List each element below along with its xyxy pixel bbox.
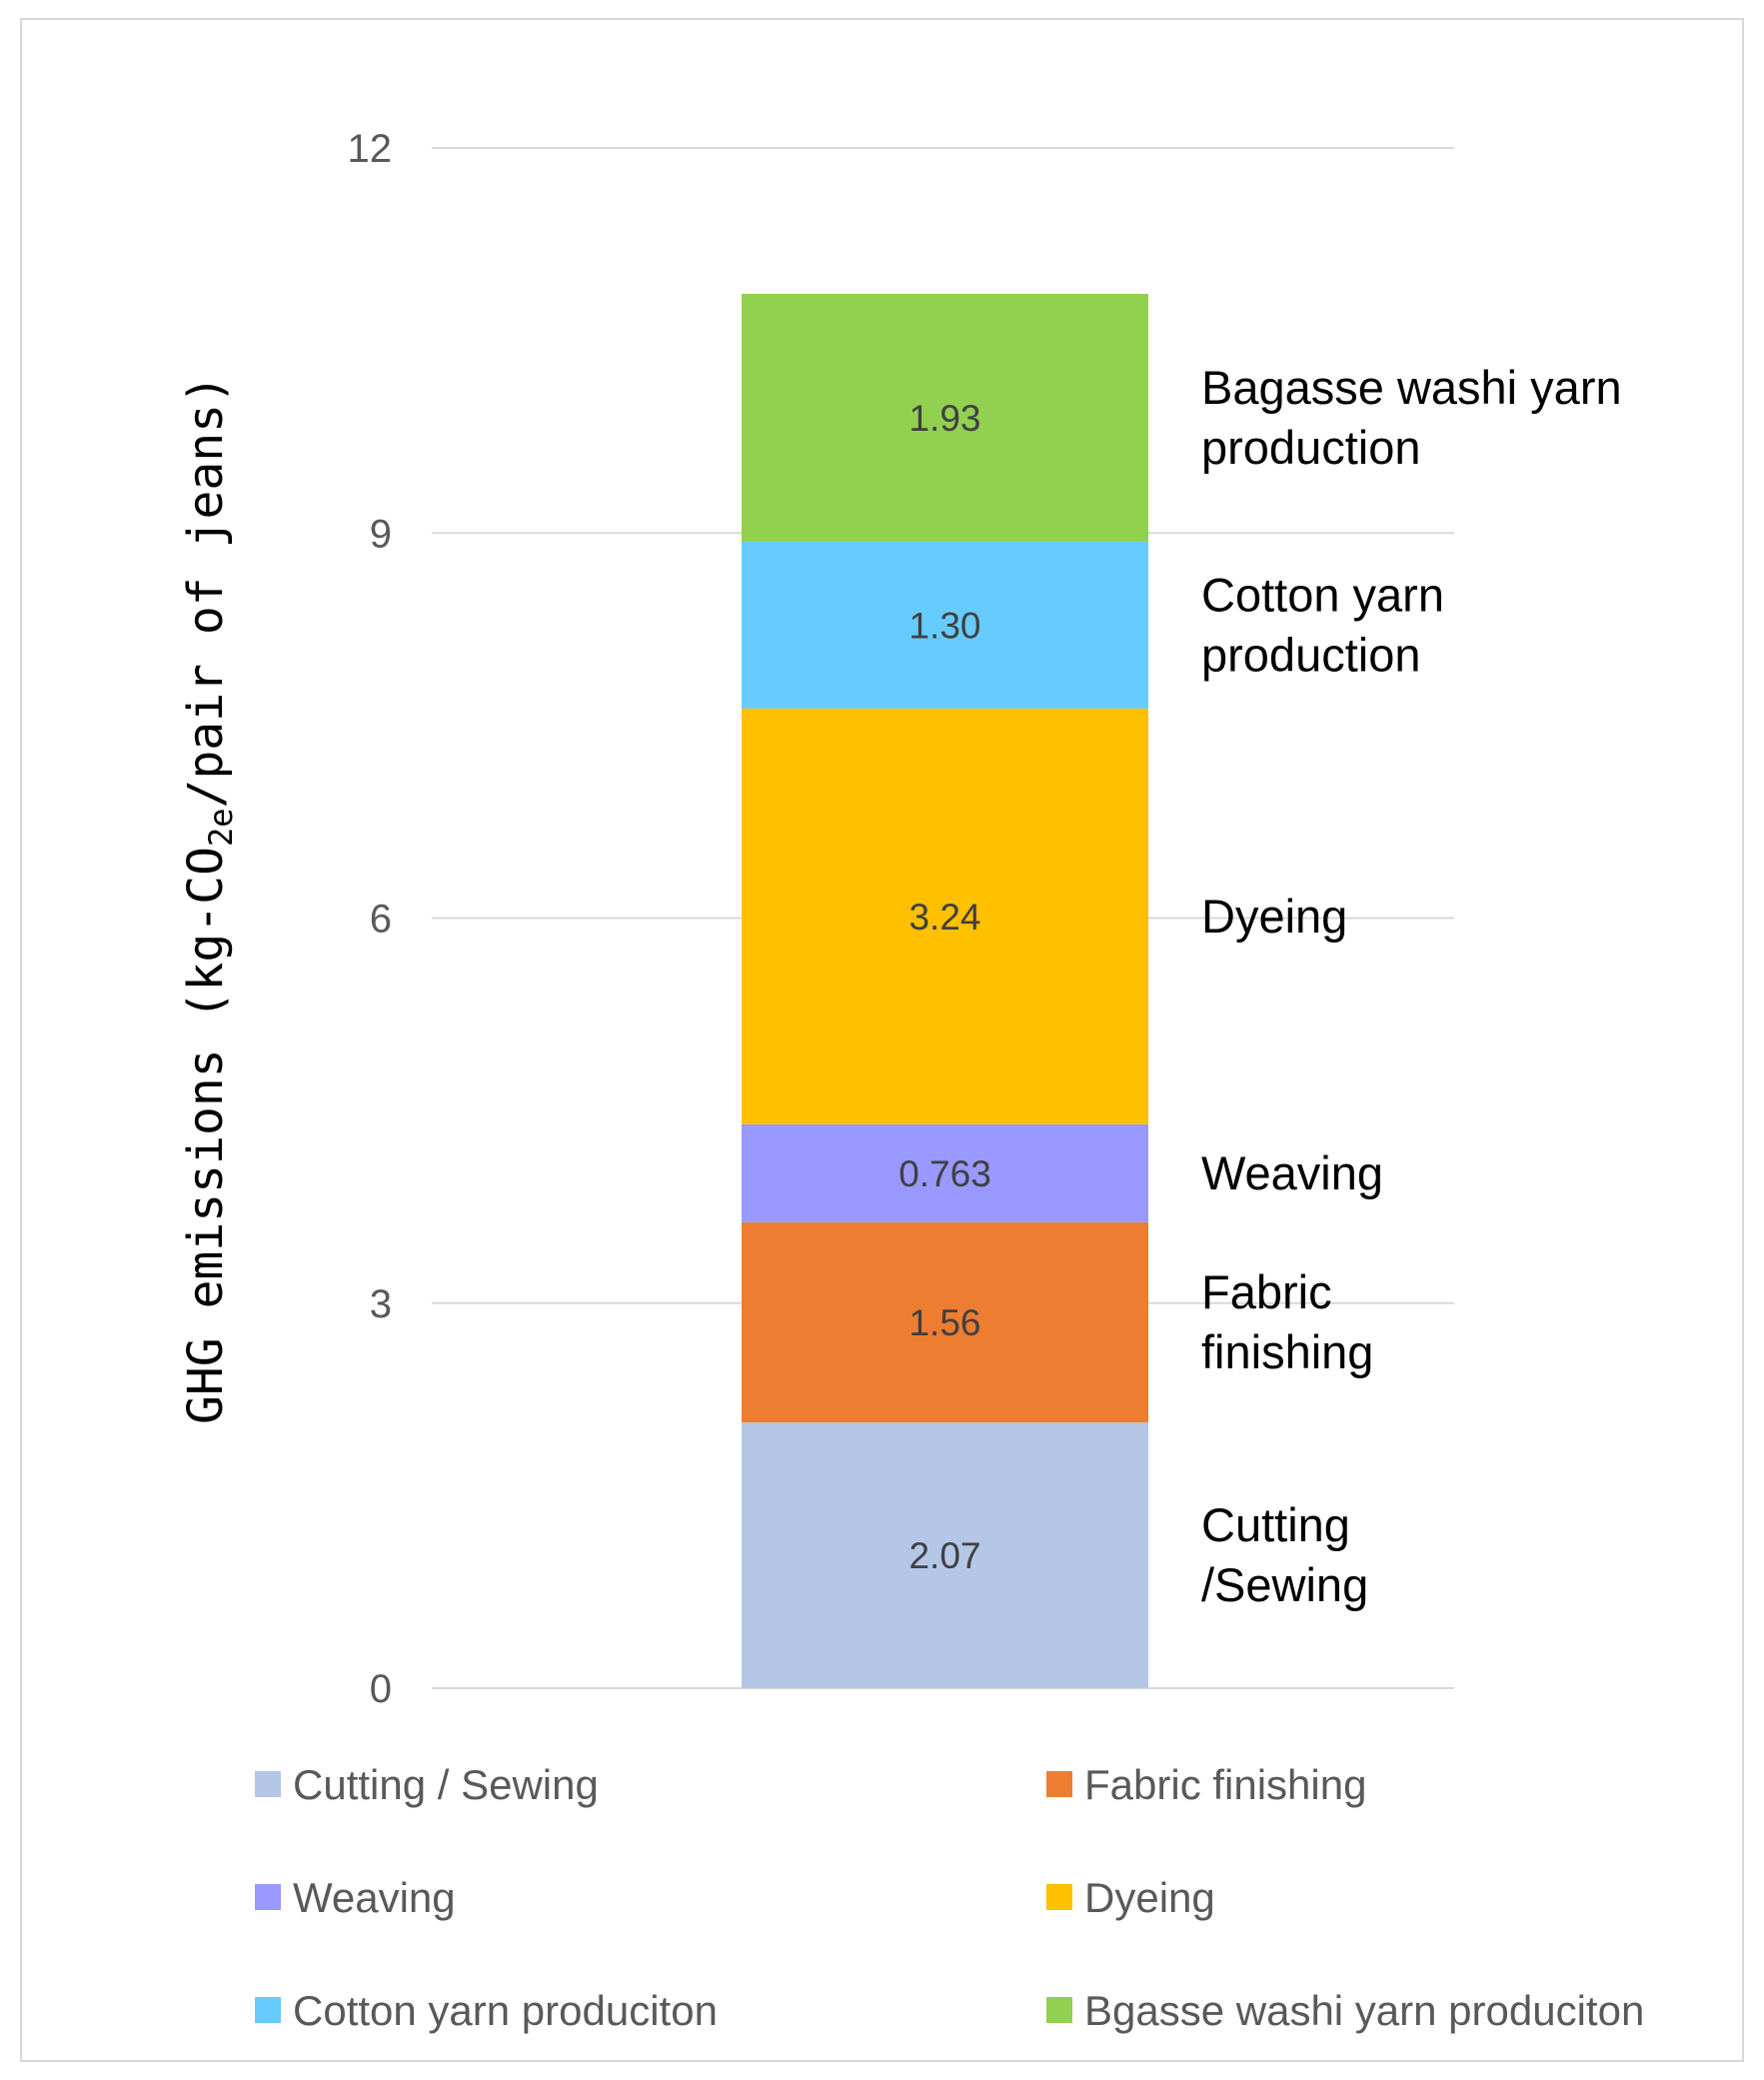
legend-label: Dyeing <box>1084 1874 1215 1921</box>
bar-segment <box>742 541 1148 709</box>
data-labels: 2.07 1.56 0.763 3.24 1.30 1.93 <box>898 398 991 1576</box>
data-label: 0.763 <box>898 1153 991 1194</box>
bar-segment <box>742 294 1148 542</box>
legend-item: Dyeing <box>1046 1874 1215 1921</box>
segment-side-label: Fabric <box>1201 1265 1332 1318</box>
segment-side-label: production <box>1201 628 1421 681</box>
legend-swatch <box>1046 1997 1072 2023</box>
legend-swatch <box>255 1884 281 1910</box>
legend-label: Cotton yarn produciton <box>293 1987 718 2034</box>
legend-swatch <box>255 1771 281 1797</box>
segment-side-label: finishing <box>1201 1325 1373 1378</box>
data-label: 1.56 <box>908 1302 980 1343</box>
y-tick-label: 3 <box>370 1282 392 1326</box>
bar-segment <box>742 1221 1148 1423</box>
bar-segments <box>742 294 1148 1688</box>
y-tick-label: 6 <box>370 898 392 942</box>
y-axis-label-subscript: 2e <box>202 809 240 848</box>
legend-item: Weaving <box>255 1874 456 1921</box>
bar-segment <box>742 1123 1148 1222</box>
data-label: 3.24 <box>908 897 980 938</box>
y-axis-label-text: /pair of jeans) <box>178 375 234 808</box>
segment-side-label: Dyeing <box>1201 890 1347 943</box>
legend-item: Fabric finishing <box>1046 1761 1366 1808</box>
segment-side-label: Weaving <box>1201 1146 1383 1199</box>
y-tick-label: 0 <box>370 1667 392 1711</box>
y-axis-ticks: 0 3 6 9 12 <box>348 127 393 1711</box>
y-axis-label-text: GHG emissions (kg-CO <box>178 847 234 1424</box>
legend-swatch <box>1046 1771 1072 1797</box>
legend-label: Fabric finishing <box>1084 1761 1366 1808</box>
legend-swatch <box>255 1997 281 2023</box>
segment-side-label: production <box>1201 421 1421 474</box>
data-label: 1.93 <box>908 398 980 439</box>
segment-side-label: /Sewing <box>1201 1558 1368 1611</box>
legend-item: Cutting / Sewing <box>255 1761 599 1808</box>
side-labels: Cutting/Sewing Fabric finishing Weaving Dyei… <box>1201 361 1622 1611</box>
legend-label: Weaving <box>293 1874 456 1921</box>
y-tick-label: 9 <box>370 512 392 556</box>
legend-label: Cutting / Sewing <box>293 1761 599 1808</box>
data-label: 1.30 <box>908 605 980 646</box>
legend-item: Bgasse washi yarn produciton <box>1046 1987 1644 2034</box>
legend-label: Bgasse washi yarn produciton <box>1084 1987 1644 2034</box>
y-axis-label: GHG emissions (kg-CO2e/pair of jeans) <box>178 375 240 1424</box>
bar-segment <box>742 1422 1148 1688</box>
legend-item: Cotton yarn produciton <box>255 1987 718 2034</box>
segment-side-label: Cutting <box>1201 1498 1350 1551</box>
legend-swatch <box>1046 1884 1072 1910</box>
legend: Cutting / Sewing Fabric finishing Weaving D… <box>255 1761 1644 2034</box>
bar-segment <box>742 708 1148 1124</box>
segment-side-label: Cotton yarn <box>1201 568 1444 621</box>
y-tick-label: 12 <box>348 127 393 171</box>
data-label: 2.07 <box>908 1535 980 1576</box>
segment-side-label: Bagasse washi yarn <box>1201 361 1622 414</box>
